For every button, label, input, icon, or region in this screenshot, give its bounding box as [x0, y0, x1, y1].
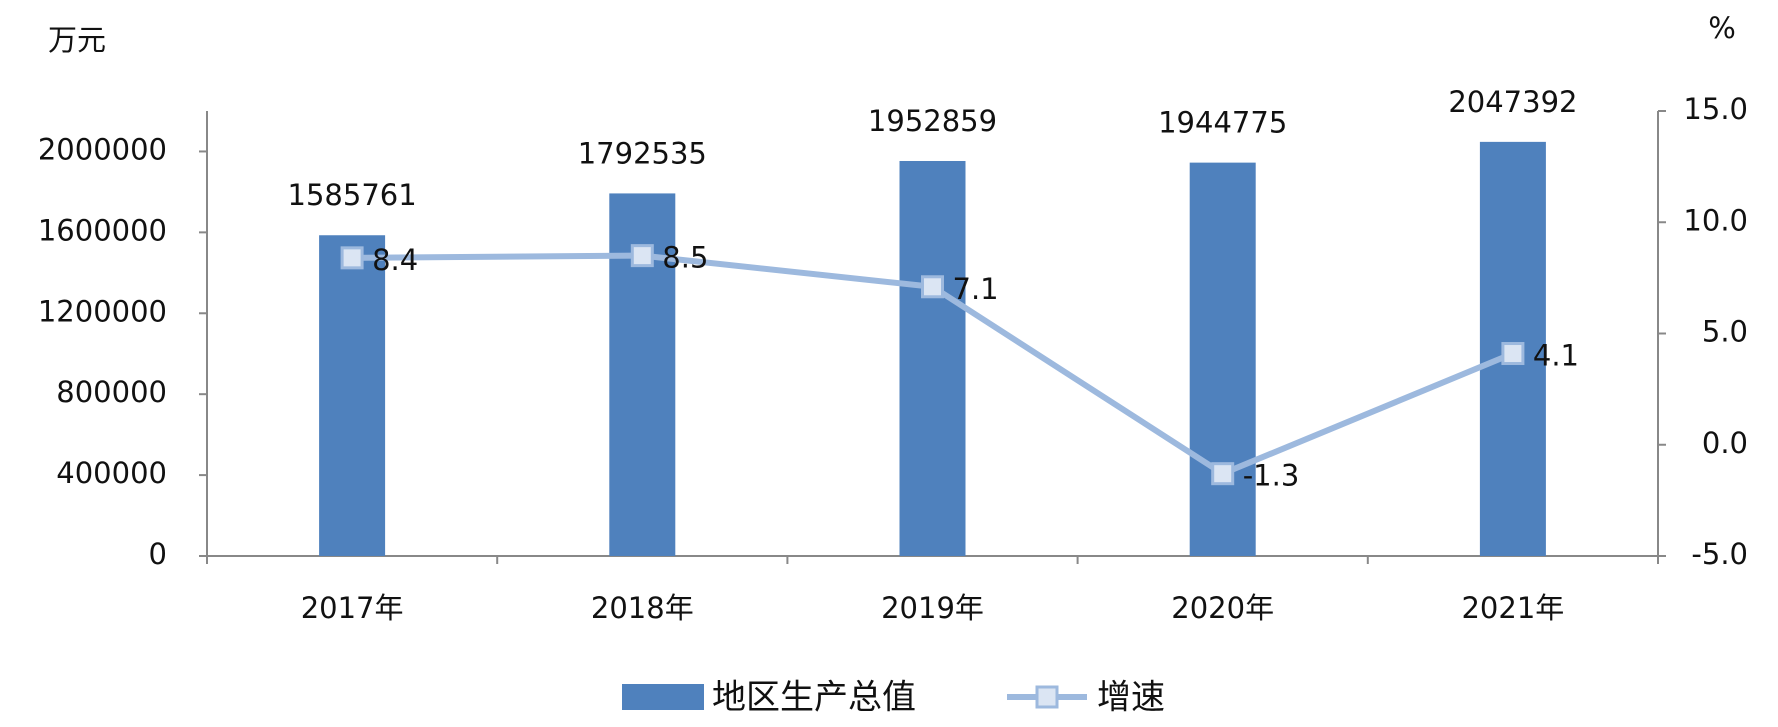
y-tick-label: 800000	[56, 375, 167, 409]
line-value-label: 4.1	[1533, 339, 1579, 373]
x-tick-label: 2021年	[1461, 591, 1564, 625]
legend-swatch	[1035, 685, 1059, 709]
bar	[319, 235, 386, 556]
bar-value-label: 1952859	[868, 104, 997, 138]
bar	[899, 160, 966, 557]
y-unit: 万元	[48, 23, 106, 57]
bar-value-label: 1944775	[1158, 106, 1287, 140]
line-marker	[1501, 342, 1525, 366]
line-marker	[921, 275, 944, 299]
y-tick-label: 1200000	[38, 294, 167, 328]
line-value-label: 8.5	[662, 241, 708, 275]
legend-label: 地区生产总值	[712, 678, 916, 718]
bar	[1189, 162, 1256, 556]
bar-value-label: 1585761	[288, 178, 417, 212]
y-tick-label: 400000	[56, 456, 167, 490]
y2-tick-label: -5.0	[1691, 537, 1748, 571]
y2-tick-label: 0.0	[1702, 426, 1748, 460]
bar-value-label: 1792535	[578, 136, 707, 170]
x-tick-label: 2017年	[301, 591, 404, 625]
line-marker	[1211, 462, 1235, 486]
y-tick-label: 2000000	[38, 132, 167, 166]
y-tick-label: 1600000	[38, 213, 167, 247]
y2-unit: %	[1708, 11, 1736, 45]
legend-label: 增速	[1097, 678, 1165, 718]
legend-swatch	[622, 684, 704, 710]
y2-tick-label: 15.0	[1683, 92, 1748, 126]
y2-tick-label: 5.0	[1702, 315, 1748, 349]
line-value-label: 8.4	[372, 243, 418, 277]
x-tick-label: 2020年	[1171, 591, 1274, 625]
line-value-label: 7.1	[953, 272, 999, 306]
y2-tick-label: 10.0	[1683, 203, 1748, 237]
y-tick-label: 0	[149, 537, 167, 571]
line-marker	[630, 244, 654, 268]
x-tick-label: 2019年	[881, 591, 984, 625]
line-value-label: -1.3	[1243, 459, 1300, 493]
x-tick-label: 2018年	[591, 591, 694, 625]
bar-value-label: 2047392	[1448, 85, 1577, 119]
line-marker	[340, 246, 364, 270]
